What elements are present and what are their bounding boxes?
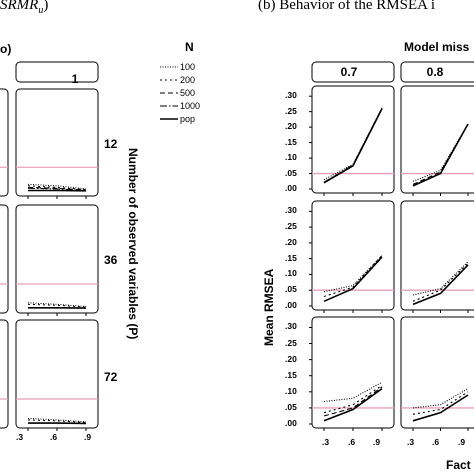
column-strip-label: 1	[71, 72, 79, 86]
series-line-200-r3-c0.7	[323, 384, 383, 414]
series-line-1000-r1-c0.7	[323, 107, 383, 183]
series-line-100-r2-c0.8	[412, 261, 469, 296]
y-tick-label: .30	[285, 205, 297, 216]
y-tick-label: .15	[285, 252, 297, 263]
series-line-500-r3-c0.7	[323, 386, 383, 417]
left-x-tick-09: .9	[84, 432, 92, 442]
col-strip-box-0.8	[400, 61, 474, 83]
left-x-tick-03: .3	[16, 432, 24, 442]
srmr-series-500-row12	[27, 186, 87, 191]
y-tick-label: .00	[285, 300, 297, 310]
srmr-series-100-row72	[27, 417, 87, 423]
left-x-tick-06: .6	[50, 432, 58, 442]
legend-label-pop: pop	[180, 114, 196, 124]
row-label-72: 72	[104, 370, 118, 384]
row-label-12: 12	[104, 137, 118, 151]
left-col-strip-box	[15, 61, 99, 83]
rmsea-panel-r3-c0.8	[400, 316, 474, 429]
legend-label-500: 500	[180, 88, 196, 98]
srmr-series-100-row12	[27, 183, 87, 190]
y-tick-label: .30	[285, 321, 297, 332]
srmr-series-1000-row12	[27, 187, 87, 191]
rmsea-panel-r1-c0.8	[400, 85, 474, 194]
left-cutoff-panel-72	[0, 319, 9, 429]
rmsea-panel-r1-c0.7	[311, 85, 395, 194]
srmr-series-100-row36	[27, 302, 87, 307]
y-tick-label: .30	[285, 90, 297, 101]
right-x-tick-09: .9	[373, 437, 381, 447]
n-legend-title: N	[185, 40, 194, 54]
series-line-100-r1-c0.8	[412, 123, 469, 182]
legend-label-100: 100	[180, 62, 196, 72]
series-line-200-r2-c0.7	[323, 255, 383, 298]
y-tick-label: .05	[285, 401, 297, 412]
right-x-tick-06: .6	[348, 437, 356, 447]
y-tick-label: .10	[285, 152, 297, 163]
y-tick-label: .25	[285, 337, 297, 348]
y-tick-label: .00	[285, 183, 297, 193]
series-line-100-r3-c0.8	[412, 388, 469, 409]
y-tick-label: .25	[285, 105, 297, 116]
left-cutoff-panel-12	[0, 88, 9, 197]
col-strip-07: 0.7	[340, 65, 358, 79]
y-tick-label: .05	[285, 284, 297, 295]
y-tick-label: .25	[285, 221, 297, 232]
series-line-pop-r2-c0.7	[323, 256, 383, 303]
right-x-tick-06b: .6	[432, 437, 440, 447]
col-strip-box-0.7	[311, 61, 395, 83]
y-tick-label: .20	[285, 353, 297, 364]
left-caption-fragment: SRMRu)	[0, 0, 49, 16]
y-tick-label: .20	[285, 121, 297, 132]
right-x-tick-03b: .3	[407, 437, 415, 447]
x-axis-title: Fact	[446, 458, 471, 472]
col-strip-08: 0.8	[426, 65, 444, 79]
y-tick-label: .10	[285, 268, 297, 279]
left-cutoff-panel-36	[0, 204, 9, 314]
model-miss-strip: Model miss	[404, 40, 470, 54]
left-edge-label: o)	[0, 42, 12, 56]
series-line-pop-r3-c0.7	[323, 387, 383, 422]
right-caption: (b) Behavior of the RMSEA i	[258, 0, 436, 13]
rmsea-panel-r2-c0.7	[311, 200, 395, 311]
series-line-pop-r2-c0.8	[412, 264, 469, 306]
y-tick-label: .00	[285, 418, 297, 428]
right-x-tick-09b: .9	[458, 437, 466, 447]
srmr-panel-36	[15, 204, 99, 314]
row-label-36: 36	[104, 253, 118, 267]
series-line-200-r2-c0.8	[412, 263, 469, 302]
legend-label-1000: 1000	[180, 101, 201, 111]
rmsea-panel-r2-c0.8	[400, 200, 474, 311]
right-x-tick-03: .3	[322, 437, 330, 447]
srmr-panel-72	[15, 319, 99, 429]
y-tick-label: .10	[285, 385, 297, 396]
legend-label-200: 200	[180, 75, 196, 85]
y-tick-label: .05	[285, 167, 297, 178]
y-tick-label: .20	[285, 236, 297, 247]
srmr-panel-12	[15, 88, 99, 197]
rmsea-panel-r3-c0.7	[311, 316, 395, 429]
y-tick-label: .15	[285, 369, 297, 380]
series-line-100-r1-c0.7	[323, 108, 383, 181]
y-tick-label: .15	[285, 136, 297, 147]
series-line-pop-r3-c0.8	[412, 394, 469, 422]
